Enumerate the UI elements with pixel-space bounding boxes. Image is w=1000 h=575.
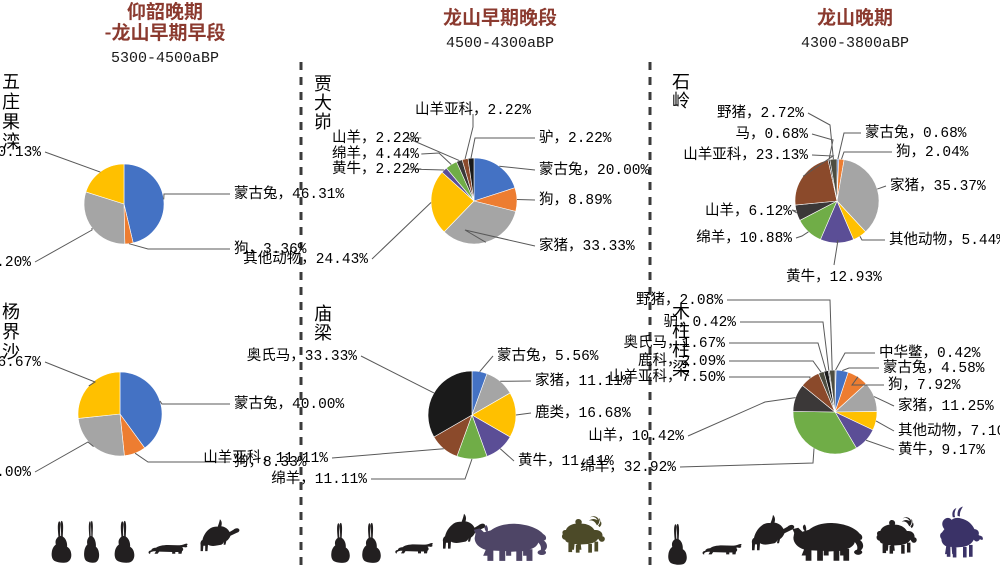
svg-text:4300-3800aBP: 4300-3800aBP: [801, 35, 909, 52]
svg-text:-龙山早期早段: -龙山早期早段: [104, 18, 225, 45]
svg-text:岭: 岭: [672, 87, 690, 113]
svg-text:峁: 峁: [314, 108, 332, 134]
svg-text:龙山早期晚段: 龙山早期晚段: [443, 3, 557, 30]
svg-text:梁: 梁: [314, 319, 332, 345]
svg-text:5300-4500aBP: 5300-4500aBP: [111, 50, 219, 67]
svg-text:龙山晚期: 龙山晚期: [817, 3, 893, 30]
svg-text:4500-4300aBP: 4500-4300aBP: [446, 35, 554, 52]
